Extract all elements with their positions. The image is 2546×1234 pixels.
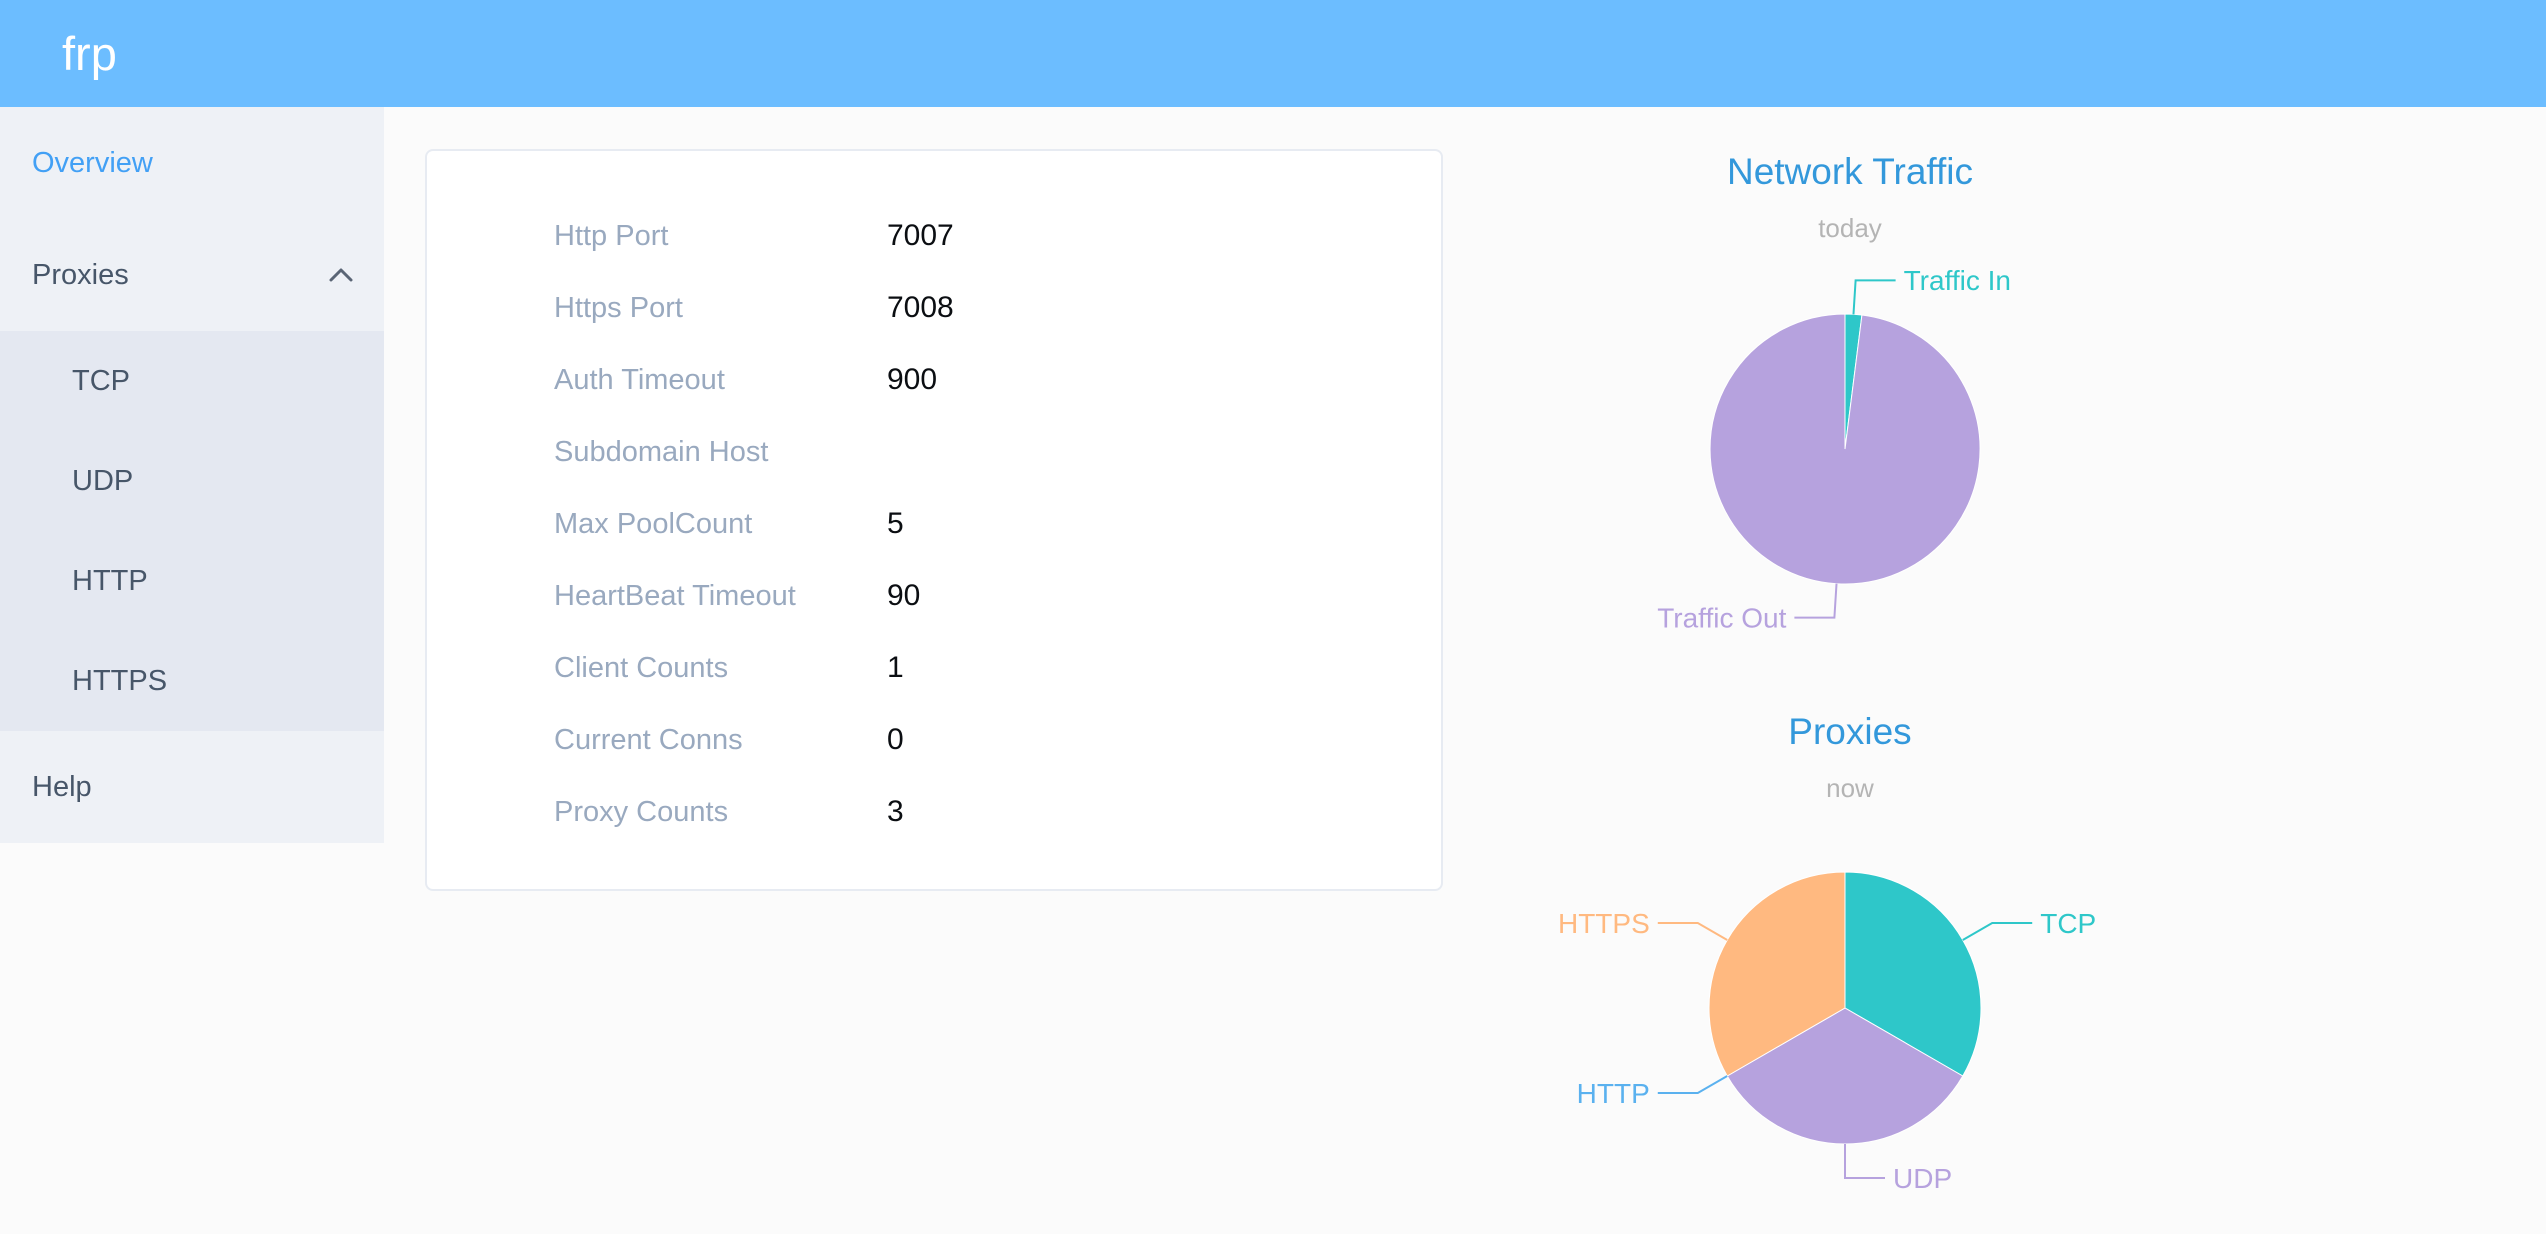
config-row-max-poolcount: Max PoolCount 5	[427, 488, 1441, 560]
config-label: Max PoolCount	[554, 508, 753, 540]
sidebar-item-overview-label: Overview	[32, 147, 153, 179]
sidebar-item-overview[interactable]: Overview	[0, 107, 384, 219]
config-label: Proxy Counts	[554, 796, 729, 828]
config-row-client-counts: Client Counts 1	[427, 632, 1441, 704]
network-traffic-title: Network Traffic	[1726, 151, 1974, 192]
sidebar-menu: Overview Proxies TCP UDP HTTP HTTPS Help	[0, 107, 384, 843]
config-value: 5	[887, 507, 904, 540]
config-value: 7008	[887, 291, 954, 324]
pie-slice-https[interactable]	[1708, 871, 1846, 1077]
config-row-subdomain-host: Subdomain Host	[427, 416, 1441, 488]
proxies-chart: Proxies now TCP UDP HTTP HTTPS	[1500, 690, 2200, 1234]
pie-label-https: HTTPS	[1558, 908, 1650, 939]
sidebar-item-tcp[interactable]: TCP	[0, 331, 384, 431]
config-label: Subdomain Host	[554, 436, 769, 468]
pie-label-tcp: TCP	[2040, 908, 2096, 939]
proxies-pie[interactable]: TCP UDP HTTP HTTPS	[1500, 690, 2200, 1234]
proxies-title: Proxies	[1788, 711, 1912, 752]
config-row-current-conns: Current Conns 0	[427, 704, 1441, 776]
pie-label-line-traffic-out	[1794, 583, 1838, 619]
config-row-https-port: Https Port 7008	[427, 272, 1441, 344]
chevron-up-icon	[329, 268, 353, 282]
config-value: 0	[887, 723, 904, 756]
pie-label-udp: UDP	[1893, 1163, 1952, 1194]
app-header: frp	[0, 0, 2546, 107]
network-traffic-pie[interactable]: Traffic In Traffic Out	[1500, 130, 2200, 660]
config-label: Current Conns	[554, 724, 743, 756]
config-value: 3	[887, 795, 904, 828]
sidebar-item-http[interactable]: HTTP	[0, 531, 384, 631]
config-row-http-port: Http Port 7007	[427, 200, 1441, 272]
config-value: 1	[887, 651, 904, 684]
sidebar-item-help[interactable]: Help	[0, 731, 384, 843]
sidebar-item-udp[interactable]: UDP	[0, 431, 384, 531]
sidebar-item-help-label: Help	[32, 771, 92, 803]
config-label: HeartBeat Timeout	[554, 580, 796, 612]
server-config-card: Http Port 7007 Https Port 7008 Auth Time…	[425, 149, 1443, 891]
sidebar-item-proxies[interactable]: Proxies	[0, 219, 384, 331]
pie-label-http: HTTP	[1577, 1078, 1650, 1109]
sidebar-item-tcp-label: TCP	[72, 365, 130, 397]
config-row-proxy-counts: Proxy Counts 3	[427, 776, 1441, 848]
config-label: Auth Timeout	[554, 364, 725, 396]
network-traffic-subtitle: today	[1818, 213, 1882, 243]
proxies-submenu: TCP UDP HTTP HTTPS	[0, 331, 384, 731]
pie-slice-traffic-out[interactable]	[1709, 313, 1981, 585]
sidebar-item-https-label: HTTPS	[72, 665, 168, 697]
pie-label-traffic-in: Traffic In	[1904, 265, 2011, 296]
sidebar-item-http-label: HTTP	[72, 565, 148, 597]
app-logo: frp	[62, 27, 117, 80]
pie-label-line-tcp	[1962, 922, 2033, 941]
pie-label-traffic-out: Traffic Out	[1657, 602, 1786, 633]
pie-label-line-https	[1657, 922, 1728, 941]
sidebar-item-https[interactable]: HTTPS	[0, 631, 384, 731]
proxies-subtitle: now	[1826, 773, 1874, 803]
config-value: 90	[887, 579, 921, 612]
config-label: Https Port	[554, 292, 683, 324]
sidebar: Overview Proxies TCP UDP HTTP HTTPS Help	[0, 107, 384, 1234]
sidebar-item-udp-label: UDP	[72, 465, 134, 497]
config-label: Http Port	[554, 220, 669, 252]
pie-label-line-traffic-in	[1852, 279, 1896, 315]
config-label: Client Counts	[554, 652, 729, 684]
pie-label-line-udp	[1844, 1144, 1885, 1179]
config-value: 900	[887, 363, 938, 396]
config-row-heartbeat-timeout: HeartBeat Timeout 90	[427, 560, 1441, 632]
config-row-auth-timeout: Auth Timeout 900	[427, 344, 1441, 416]
pie-label-line-http	[1657, 1075, 1728, 1094]
config-value: 7007	[887, 219, 954, 252]
sidebar-item-proxies-label: Proxies	[32, 259, 129, 291]
network-traffic-chart: Network Traffic today Traffic In Traffic …	[1500, 130, 2200, 660]
